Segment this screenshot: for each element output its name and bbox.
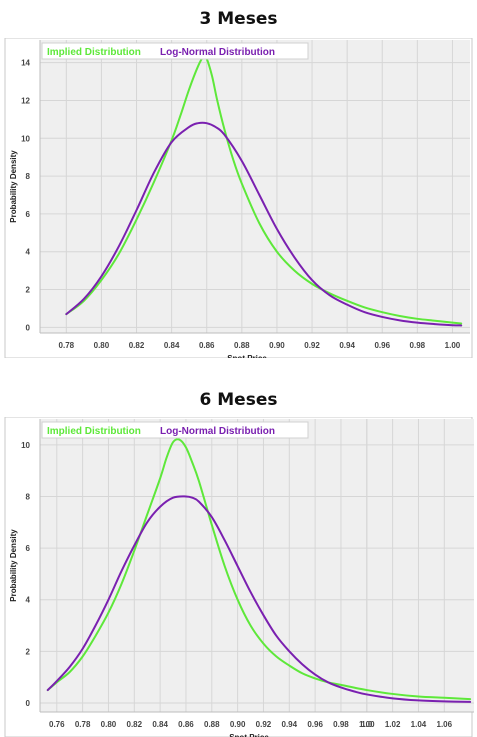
x-tick-label: 1.00: [359, 720, 375, 729]
x-tick-label: 0.76: [49, 720, 65, 729]
x-tick-label: 1.02: [385, 720, 401, 729]
legend-item-log-normal: Log-Normal Distribution: [160, 426, 275, 437]
x-axis-label: Spot Price: [229, 733, 269, 737]
x-tick-label: 0.82: [127, 720, 143, 729]
x-tick-label: 1.04: [411, 720, 427, 729]
x-tick-label: 0.90: [269, 341, 285, 350]
x-tick-label: 0.96: [307, 720, 323, 729]
x-tick-label: 0.82: [129, 341, 145, 350]
y-tick-label: 6: [26, 210, 31, 219]
x-tick-label: 1.06: [437, 720, 453, 729]
series-line-implied: [46, 438, 472, 701]
x-axis-label: Spot Price: [227, 354, 267, 358]
x-tick-label: 1.0: [361, 720, 373, 729]
x-tick-label: 0.88: [234, 341, 250, 350]
y-tick-label: 6: [26, 544, 31, 553]
y-axis-label: Probability Density: [9, 150, 18, 223]
legend: Implied Distribution Log-Normal Distribut…: [41, 42, 309, 60]
x-tick-label: 0.94: [282, 720, 298, 729]
y-tick-label: 10: [21, 441, 30, 450]
x-tick-label: 0.90: [230, 720, 246, 729]
series-line-implied: [65, 55, 463, 325]
y-tick-label: 12: [21, 96, 30, 105]
legend-box: [41, 421, 309, 439]
y-tick-label: 8: [26, 492, 31, 501]
x-tick-label: 0.88: [204, 720, 220, 729]
x-tick-label: 0.96: [374, 341, 390, 350]
legend-item-implied: Implied Distribution: [47, 426, 141, 437]
y-tick-label: 0: [26, 323, 31, 332]
legend-box: [41, 42, 309, 60]
x-tick-label: 0.94: [339, 341, 355, 350]
series-line-log-normal: [65, 121, 463, 327]
chart-title-3-meses: 3 Meses: [199, 9, 278, 29]
x-tick-label: 1.00: [445, 341, 461, 350]
legend-item-implied: Implied Distribution: [47, 47, 141, 58]
x-tick-label: 0.86: [178, 720, 194, 729]
y-axis-label: Probability Density: [9, 529, 18, 602]
x-tick-label: 0.80: [94, 341, 110, 350]
y-tick-label: 2: [26, 286, 31, 295]
y-tick-label: 4: [26, 248, 31, 257]
x-tick-label: 0.80: [101, 720, 117, 729]
y-tick-label: 14: [21, 59, 30, 68]
legend-item-log-normal: Log-Normal Distribution: [160, 47, 275, 58]
legend: Implied Distribution Log-Normal Distribut…: [41, 421, 309, 439]
x-tick-label: 0.84: [152, 720, 168, 729]
series-line-log-normal: [46, 495, 472, 703]
y-tick-label: 2: [26, 647, 31, 656]
y-tick-label: 8: [26, 172, 31, 181]
x-tick-label: 0.98: [410, 341, 426, 350]
y-tick-label: 10: [21, 134, 30, 143]
chart-3-meses: 0.78 0.80 0.82 0.84 0.86 0.88 0.90 0.92 0.94 0.96…: [4, 38, 473, 358]
x-tick-label: 0.78: [59, 341, 75, 350]
x-tick-label: 0.78: [75, 720, 91, 729]
chart-title-6-meses: 6 Meses: [199, 390, 278, 410]
y-tick-label: 4: [26, 596, 31, 605]
x-tick-label: 0.98: [333, 720, 349, 729]
plot-area: [40, 419, 474, 712]
chart-6-meses: 0.76 0.78 0.80 0.82 0.84 0.86 0.88 0.90 0.92 0.94…: [4, 417, 474, 737]
x-tick-label: 0.92: [256, 720, 272, 729]
x-tick-label: 0.86: [199, 341, 215, 350]
x-tick-label: 0.84: [164, 341, 180, 350]
x-tick-label: 0.92: [304, 341, 320, 350]
y-tick-label: 0: [26, 699, 31, 708]
